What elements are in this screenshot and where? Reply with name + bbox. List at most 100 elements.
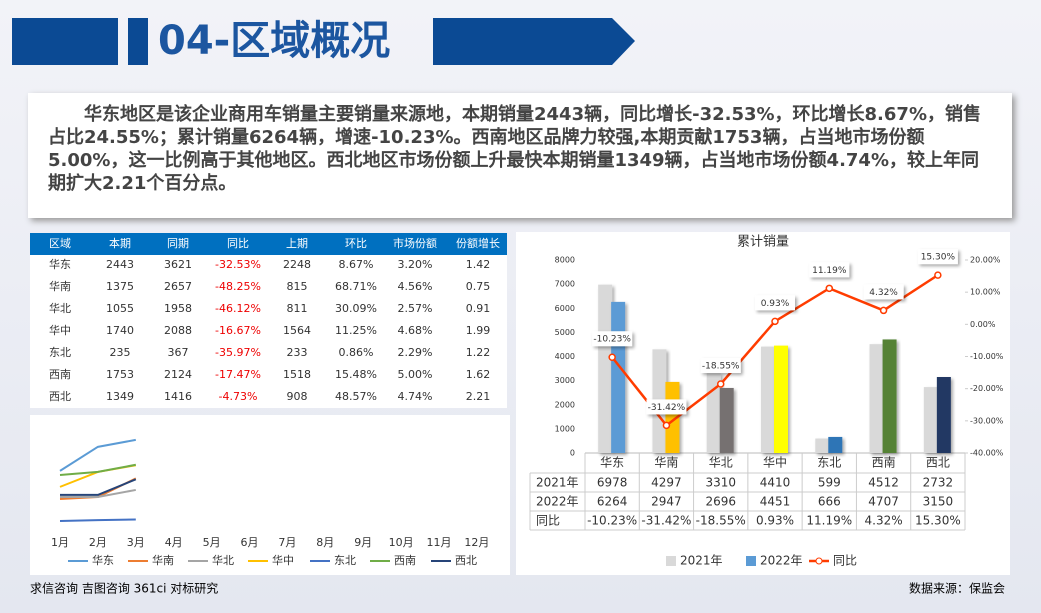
table-cell: 0.75 bbox=[466, 280, 491, 293]
table-cell: 5.00% bbox=[398, 368, 433, 381]
table-header: 上期 bbox=[286, 237, 308, 250]
table-cell: -32.53% bbox=[215, 258, 261, 271]
table-cell: 西南 bbox=[49, 368, 71, 381]
footer-left: 求信咨询 吉图咨询 361ci 对标研究 bbox=[30, 581, 218, 596]
table-header: 环比 bbox=[345, 237, 367, 250]
table-cell: 1055 bbox=[106, 302, 134, 315]
y-tick-label: 7000 bbox=[555, 280, 575, 289]
y2-tick-label: -30.00% bbox=[970, 416, 1004, 425]
table-row-label: 同比 bbox=[536, 514, 560, 528]
table-header: 本期 bbox=[109, 236, 131, 250]
table-cell: 1.22 bbox=[466, 346, 491, 359]
table-cell: 0.86% bbox=[339, 346, 374, 359]
bar bbox=[882, 339, 897, 453]
line-point bbox=[716, 380, 725, 388]
table-cell: 1564 bbox=[283, 324, 311, 337]
table-cell: -17.47% bbox=[215, 368, 261, 381]
series-line bbox=[60, 478, 137, 496]
y-tick-label: 5000 bbox=[555, 328, 575, 337]
line-point bbox=[608, 353, 616, 361]
table-row-label: 2022年 bbox=[536, 495, 579, 509]
table-cell: 2.29% bbox=[398, 346, 433, 359]
table-cell: 2443 bbox=[106, 258, 134, 271]
table-value: 4297 bbox=[651, 476, 682, 490]
y2-tick-label: 10.00% bbox=[970, 288, 1001, 297]
line-point bbox=[771, 317, 779, 326]
y2-tick-label: 0.00% bbox=[970, 320, 996, 329]
bar bbox=[611, 301, 626, 453]
x-tick-label: 3月 bbox=[127, 536, 145, 549]
y2-tick-label: 20.00% bbox=[970, 256, 1001, 265]
x-tick-label: 5月 bbox=[203, 536, 221, 549]
line-point bbox=[662, 421, 671, 430]
x-tick-label: 1月 bbox=[51, 536, 69, 549]
table-value: 4.32% bbox=[865, 514, 903, 528]
y-tick-label: 1000 bbox=[555, 424, 575, 433]
table-cell: 华南 bbox=[49, 279, 71, 293]
table-value: 4707 bbox=[868, 495, 899, 509]
legend-swatch bbox=[815, 557, 823, 565]
y-tick-label: 4000 bbox=[555, 352, 575, 361]
data-label-box bbox=[755, 295, 795, 311]
y-tick-label: 3000 bbox=[555, 376, 575, 385]
legend-label: 东北 bbox=[334, 554, 356, 567]
table-value: -10.23% bbox=[587, 514, 637, 528]
table-cell: 4.68% bbox=[398, 324, 433, 337]
table-value: 6978 bbox=[597, 476, 628, 490]
table-value: 6264 bbox=[597, 495, 628, 509]
data-label: -18.55% bbox=[702, 362, 740, 372]
table-cell: 48.57% bbox=[335, 390, 377, 403]
table-header: 同期 bbox=[167, 237, 189, 250]
legend-label: 华南 bbox=[152, 553, 174, 567]
table-cell: 2.21 bbox=[466, 390, 491, 403]
category-label: 西南 bbox=[872, 455, 896, 470]
table-cell: 2657 bbox=[164, 280, 192, 293]
table-panel bbox=[30, 233, 507, 408]
bar bbox=[719, 387, 734, 453]
table-header: 份额增长 bbox=[456, 236, 500, 250]
category-label: 华南 bbox=[654, 455, 678, 470]
table-cell: 东北 bbox=[49, 346, 71, 359]
data-label-box bbox=[863, 284, 904, 300]
bar bbox=[869, 344, 884, 453]
table-cell: 1518 bbox=[283, 368, 311, 381]
table-cell: 815 bbox=[287, 280, 308, 293]
footer-right: 数据来源：保监会 bbox=[909, 581, 1005, 596]
table-value: 666 bbox=[818, 495, 841, 509]
category-label: 西北 bbox=[926, 456, 950, 470]
table-cell: 908 bbox=[287, 390, 308, 403]
x-tick-label: 11月 bbox=[427, 536, 452, 549]
data-label-box bbox=[917, 249, 958, 265]
data-label-box bbox=[592, 331, 633, 347]
table-header: 市场份额 bbox=[393, 236, 437, 250]
table-value: 3150 bbox=[923, 495, 954, 509]
data-label-box bbox=[700, 358, 741, 374]
table-cell: 4.74% bbox=[398, 390, 433, 403]
legend-label: 华东 bbox=[92, 553, 114, 567]
legend-label: 同比 bbox=[833, 554, 857, 568]
data-label: 4.32% bbox=[869, 288, 898, 298]
table-header: 同比 bbox=[227, 237, 249, 250]
table-value: 599 bbox=[818, 476, 841, 490]
table-cell: 华北 bbox=[49, 301, 71, 315]
table-cell: 1.99 bbox=[466, 324, 491, 337]
data-label: -31.42% bbox=[648, 403, 686, 413]
x-tick-label: 8月 bbox=[316, 536, 334, 549]
table-value: 4512 bbox=[868, 476, 899, 490]
table-value: 4451 bbox=[760, 495, 791, 509]
x-tick-label: 2月 bbox=[89, 536, 107, 549]
table-cell: 1740 bbox=[106, 324, 134, 337]
table-cell: 1349 bbox=[106, 390, 134, 403]
table-value: 4410 bbox=[760, 476, 791, 490]
legend-label: 2022年 bbox=[760, 554, 803, 568]
bar bbox=[815, 438, 830, 453]
table-cell: 1958 bbox=[164, 302, 192, 315]
banner-arrow bbox=[433, 18, 635, 65]
table-cell: 1.62 bbox=[466, 368, 491, 381]
table-cell: 2088 bbox=[164, 324, 192, 337]
table-cell: -46.12% bbox=[215, 302, 261, 315]
x-tick-label: 7月 bbox=[278, 536, 296, 549]
table-value: 2947 bbox=[651, 495, 682, 509]
legend-label: 华北 bbox=[212, 553, 234, 567]
